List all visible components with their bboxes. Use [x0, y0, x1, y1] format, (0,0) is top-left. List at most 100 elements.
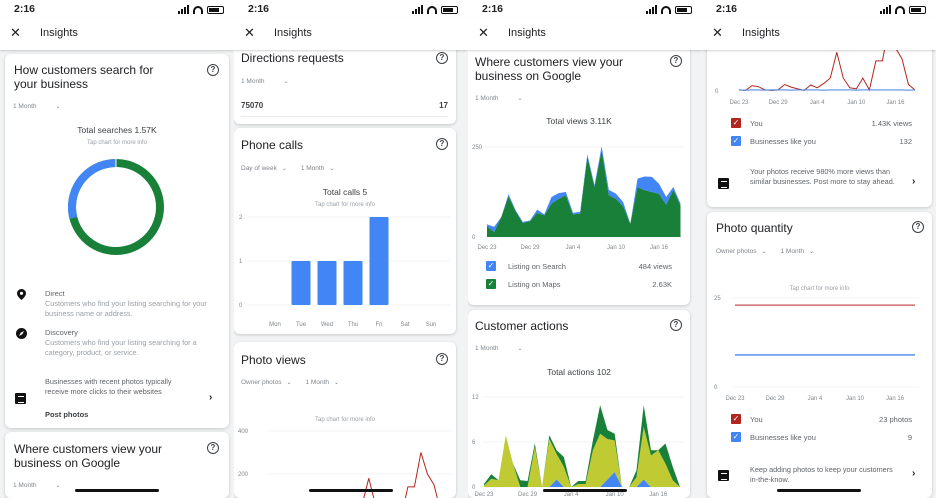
total-actions: Total actions 102	[547, 367, 611, 377]
checkbox-you[interactable]: ✓	[731, 118, 741, 128]
photo-quantity-tip[interactable]: Keep adding photos to keep your customer…	[750, 465, 893, 484]
phone-calls-card: Phone calls ? Day of week ⌄ 1 Month ⌄ Tota…	[234, 128, 456, 334]
y-tick-label: 250	[472, 145, 483, 151]
chevron-down-icon: ⌄	[809, 249, 815, 255]
y-tick-label: 2	[239, 215, 243, 221]
area-series-2	[484, 405, 680, 487]
card-title: Customer actions	[475, 319, 569, 333]
search-donut-chart[interactable]	[61, 152, 171, 262]
y-tick-label: 0	[714, 385, 718, 391]
x-tick-label: Jan 10	[846, 396, 865, 402]
legend-value: 484 views	[638, 262, 672, 271]
legend-label: Listing on Maps	[508, 280, 561, 289]
help-icon[interactable]: ?	[670, 55, 682, 67]
chevron-right-icon[interactable]: ›	[912, 468, 916, 479]
photo-quantity-line-chart[interactable]: 0 25 Dec 23 Dec 29 Jan 4 Jan 10 Jan 16	[707, 212, 932, 412]
photo-folder-icon	[718, 178, 729, 189]
card-title: Phone calls	[241, 138, 304, 152]
wifi-icon	[427, 6, 437, 14]
period-dropdown[interactable]: 1 Month ⌄	[301, 165, 335, 172]
period-dropdown[interactable]: 1 Month ⌄	[13, 103, 61, 110]
directions-row[interactable]: 75070 17	[241, 101, 448, 117]
app-header: ✕ Insights	[702, 18, 936, 50]
x-tick-label: Mon	[269, 322, 281, 328]
x-tick-label: Fri	[376, 322, 383, 328]
customer-actions-area-chart[interactable]: 0 6 12 Dec 23 Dec 29 Jan 4 Jan 10 Jan 16	[468, 310, 690, 498]
checkbox-listing-search[interactable]: ✓	[486, 261, 496, 271]
chevron-right-icon[interactable]: ›	[209, 392, 213, 403]
photo-type-dropdown[interactable]: Owner photos ⌄	[241, 379, 292, 386]
photo-views-tip[interactable]: Your photos receive 980% more views than…	[750, 167, 895, 186]
close-icon[interactable]: ✕	[478, 25, 489, 40]
chevron-down-icon: ⌄	[281, 166, 287, 172]
view-dropdown[interactable]: Day of week ⌄	[241, 165, 287, 172]
help-icon[interactable]: ?	[436, 138, 448, 150]
close-icon[interactable]: ✕	[244, 25, 255, 40]
dropdown-value: Owner photos	[716, 248, 757, 255]
home-indicator[interactable]	[309, 489, 393, 492]
help-icon[interactable]: ?	[436, 52, 448, 64]
donut-slice-direct	[68, 159, 164, 255]
compass-icon	[16, 328, 27, 339]
checkbox-you[interactable]: ✓	[731, 414, 741, 424]
views-area-chart[interactable]: 0 250 Dec 23 Dec 29 Jan 4 Jan 10 Jan 16	[468, 44, 690, 305]
status-bar: 2:16	[0, 0, 234, 18]
dropdown-value: 1 Month	[305, 379, 330, 386]
checkbox-businesses-like-you[interactable]: ✓	[731, 432, 741, 442]
signal-icon	[412, 5, 423, 14]
dropdown-value: 1 Month	[300, 165, 325, 172]
app-header: ✕ Insights	[0, 18, 234, 50]
tap-hint: Tap chart for more info	[314, 417, 376, 423]
phone-screen-views: 2:16 ✕ Insights Where customers view you…	[468, 0, 702, 498]
help-icon[interactable]: ?	[436, 353, 448, 365]
chevron-down-icon: ⌄	[286, 380, 292, 386]
x-tick-label: Jan 16	[649, 492, 668, 498]
y-tick-label: 0	[239, 303, 243, 309]
area-series-1	[484, 427, 680, 487]
photo-type-dropdown[interactable]: Owner photos ⌄	[716, 248, 767, 255]
period-dropdown[interactable]: 1 Month ⌄	[13, 482, 61, 489]
bar-wed	[317, 261, 337, 305]
period-dropdown[interactable]: 1 Month ⌄	[475, 95, 523, 102]
x-tick-label: Jan 16	[886, 396, 905, 402]
close-icon[interactable]: ✕	[10, 25, 21, 40]
wifi-icon	[193, 6, 203, 14]
wifi-icon	[661, 6, 671, 14]
legend-discovery-desc: Customers who find your listing searchin…	[45, 338, 197, 357]
chevron-down-icon: ⌄	[283, 79, 289, 85]
chevron-right-icon[interactable]: ›	[912, 176, 916, 187]
help-icon[interactable]: ?	[207, 64, 219, 76]
phone-screen-search: 2:16 ✕ Insights How customers search for…	[0, 0, 234, 498]
period-dropdown[interactable]: 1 Month ⌄	[306, 379, 340, 386]
legend-label: Listing on Search	[508, 262, 566, 271]
y-tick-label: 400	[238, 429, 249, 435]
phone-calls-bar-chart[interactable]: 0 1 2 Mon Tue Wed Thu Fri Sat Sun	[234, 128, 456, 334]
legend-label: You	[750, 119, 763, 128]
period-dropdown[interactable]: 1 Month ⌄	[781, 248, 815, 255]
x-tick-label: Jan 4	[564, 492, 579, 498]
help-icon[interactable]: ?	[207, 442, 219, 454]
home-indicator[interactable]	[777, 489, 861, 492]
checkbox-businesses-like-you[interactable]: ✓	[731, 136, 741, 146]
y-tick-label: 6	[472, 440, 476, 446]
tap-hint: Tap chart for more info	[314, 202, 376, 208]
card-title: Photo views	[241, 353, 306, 367]
page-title: Insights	[40, 27, 78, 39]
phone-screen-calls: 2:16 ✕ Insights Directions requests ? 1 …	[234, 0, 468, 498]
home-indicator[interactable]	[75, 489, 159, 492]
checkbox-listing-maps[interactable]: ✓	[486, 279, 496, 289]
help-icon[interactable]: ?	[912, 221, 924, 233]
home-indicator[interactable]	[543, 489, 627, 492]
legend-label: You	[750, 415, 763, 424]
period-dropdown[interactable]: 1 Month ⌄	[475, 345, 523, 352]
row-label: 75070	[241, 101, 264, 110]
photo-views-line-chart[interactable]: 0200400	[234, 342, 456, 498]
period-dropdown[interactable]: 1 Month ⌄	[241, 78, 289, 85]
post-photos-link[interactable]: Post photos	[45, 410, 89, 419]
help-icon[interactable]: ?	[670, 319, 682, 331]
tap-hint: Tap chart for more info	[789, 286, 850, 292]
period-value: 1 Month	[13, 103, 37, 110]
chevron-down-icon: ⌄	[517, 346, 523, 352]
close-icon[interactable]: ✕	[712, 25, 723, 40]
